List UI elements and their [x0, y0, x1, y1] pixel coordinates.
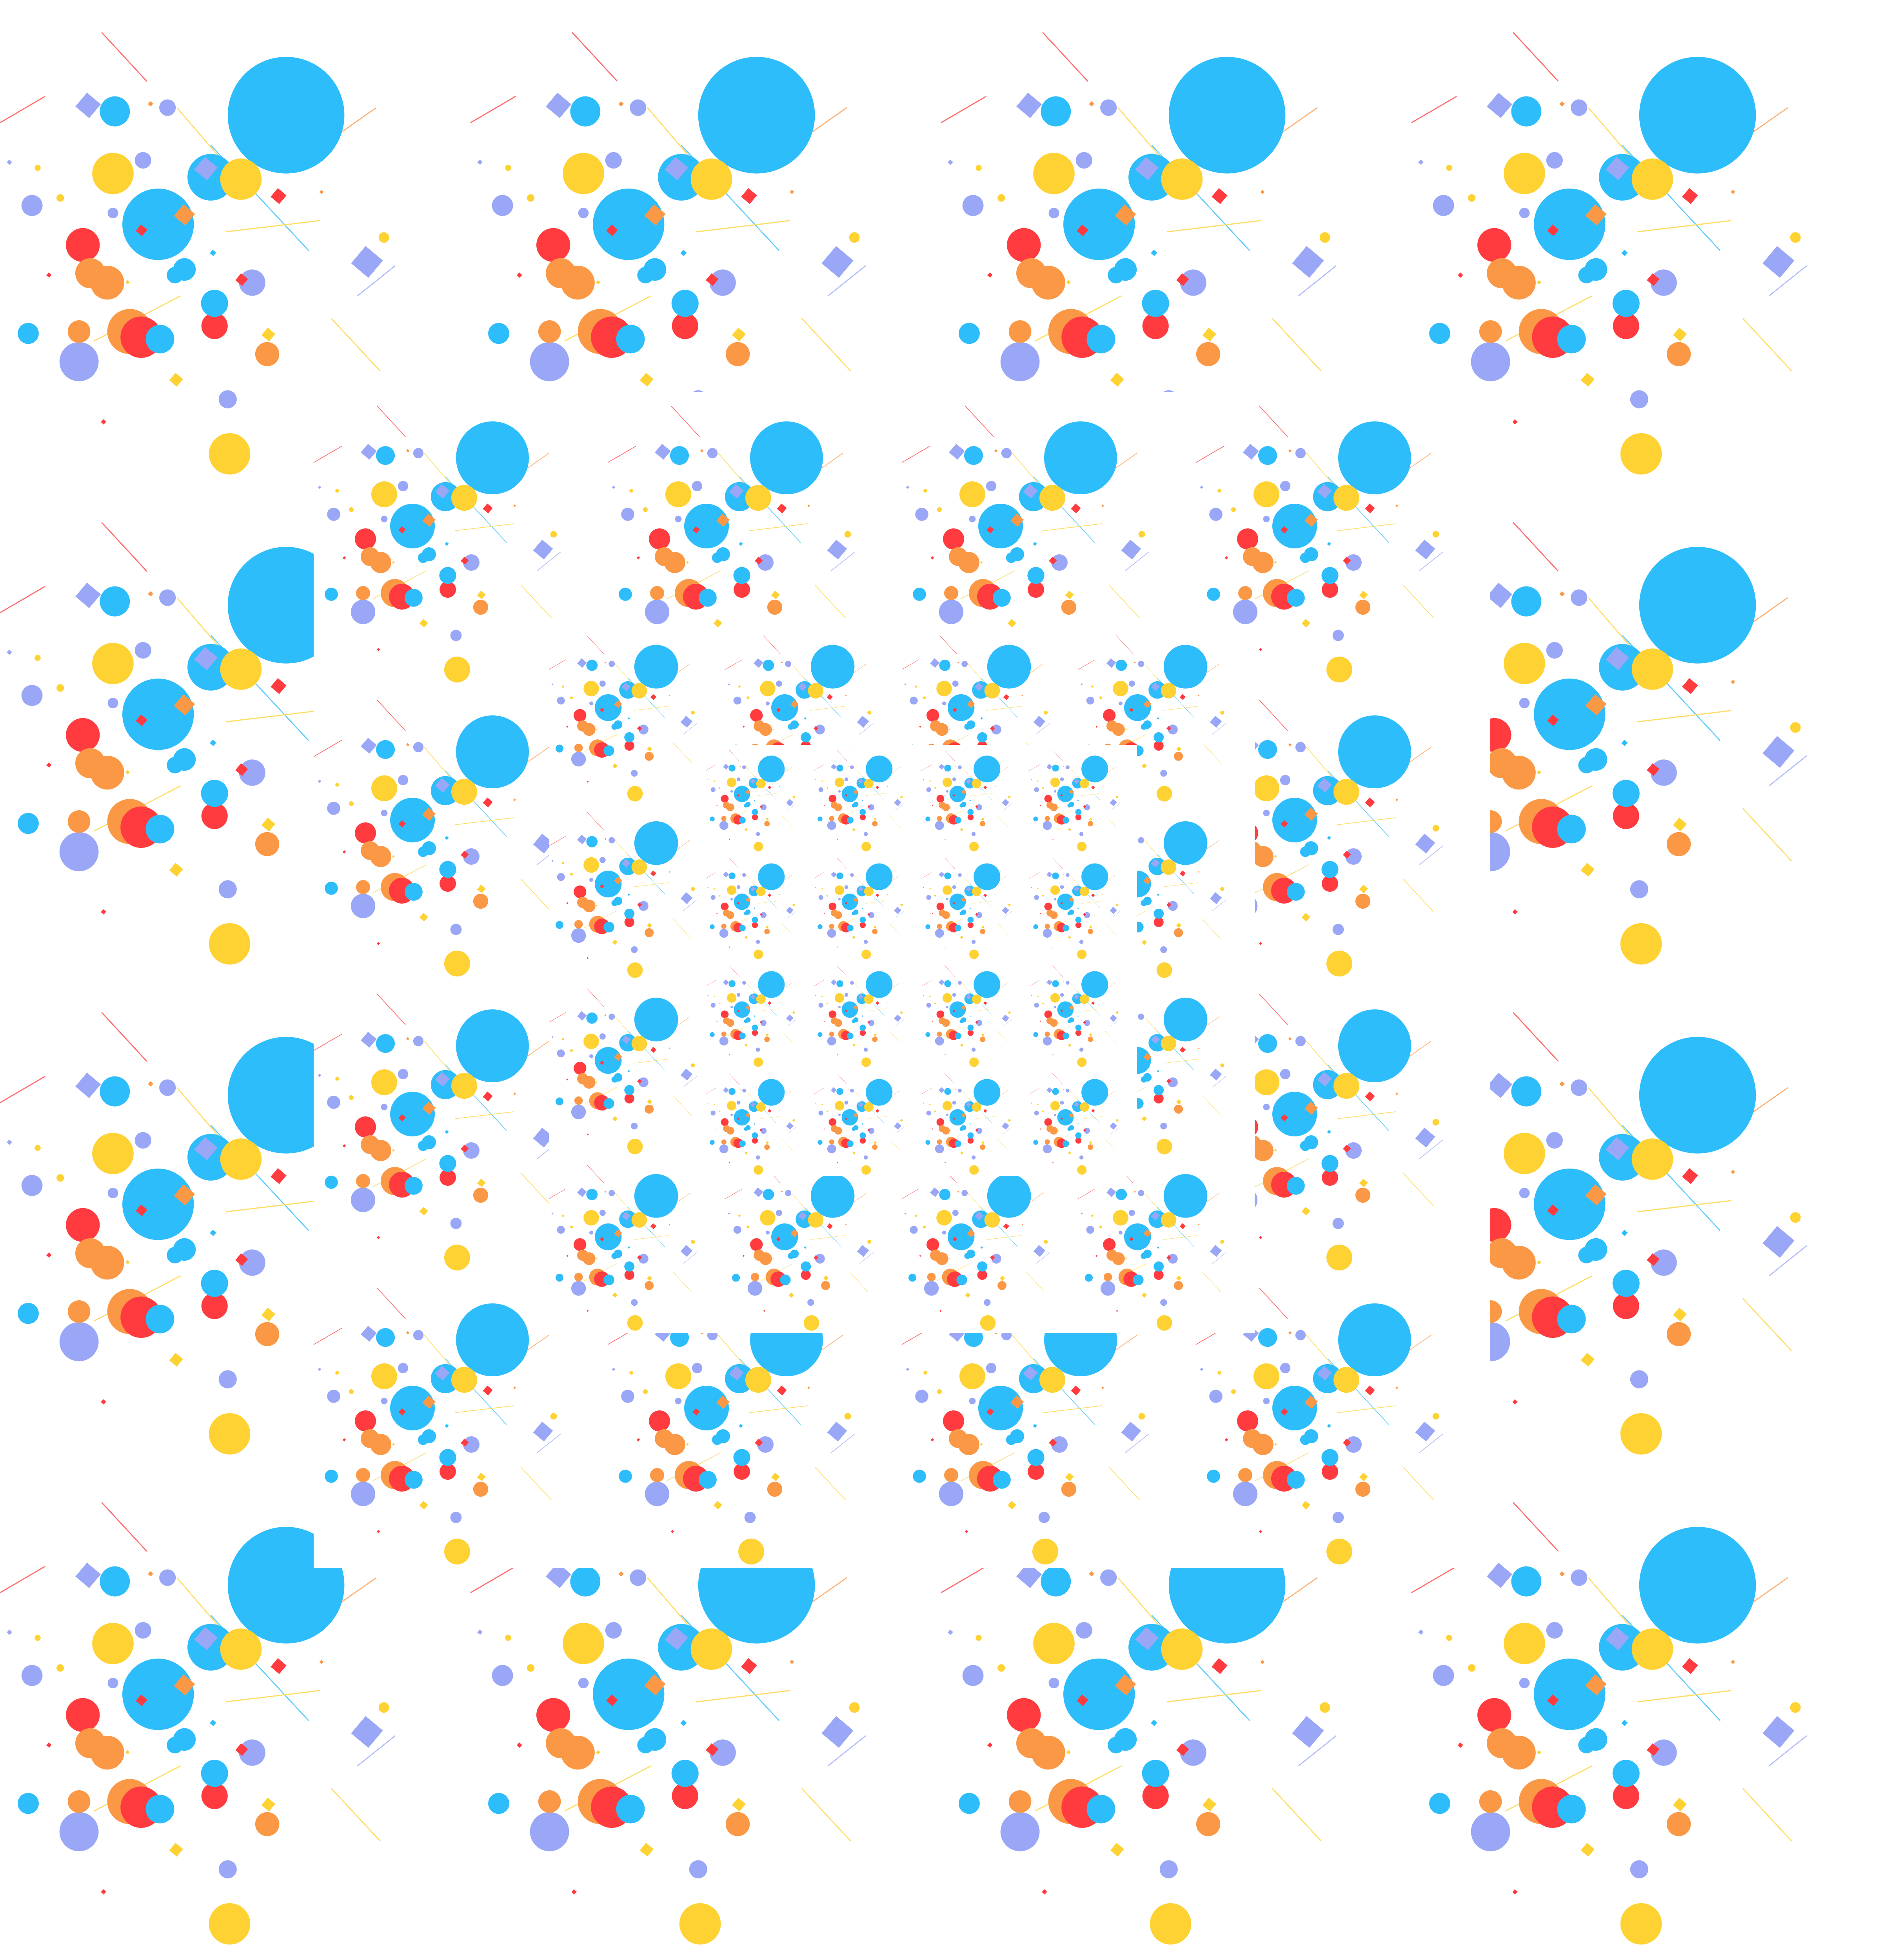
motif-tile: [470, 1502, 867, 1945]
inner-ring-backing: [706, 745, 1137, 1176]
tile-layers: [0, 32, 1808, 1945]
inner-ring-layer: [705, 745, 1137, 1176]
motif-tile: [940, 1502, 1337, 1945]
motif-tile: [0, 1502, 396, 1945]
motif-tile: [1411, 1502, 1808, 1945]
